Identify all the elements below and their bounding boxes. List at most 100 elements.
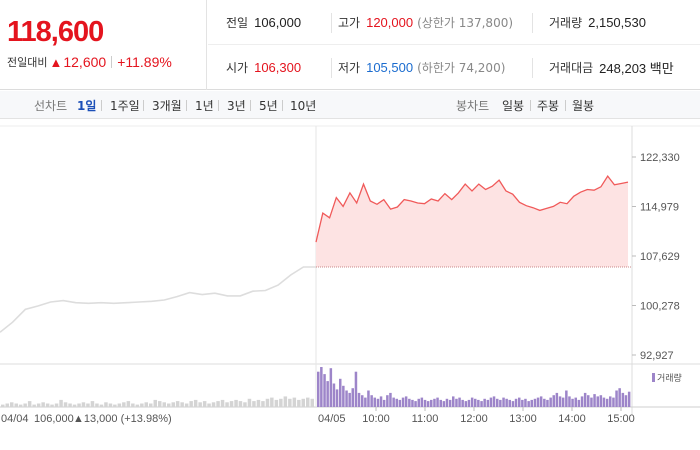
stat-label: 시가 [226,61,249,75]
stat-label: 저가 [338,61,361,75]
volume-bar [198,402,202,407]
divider [532,58,533,78]
y-tick-label: 114,979 [640,202,679,214]
divider [530,100,531,111]
volume-bar [216,401,220,407]
stat-label: 거래량 [549,16,583,30]
volume-bar [502,397,505,407]
prev-day-change-label: ▲13,000 (+13.98%) [73,413,172,425]
volume-bar [411,399,414,407]
volume-bar [59,399,63,407]
y-tick-label: 92,927 [640,350,674,362]
volume-bar [72,404,77,407]
y-tick-label: 107,629 [640,251,680,263]
volume-bar [265,398,270,407]
volume-bar [552,395,555,407]
price-chart-svg: 122,330 114,979 107,629 100,278 92,927 거래량 04/… [0,125,700,425]
tab-10-years[interactable]: 10년 [290,99,317,113]
stat-label: 고가 [338,16,361,30]
tab-monthly-candle[interactable]: 월봉 [572,99,595,113]
tab-1-day[interactable]: 1일 [77,99,97,113]
volume-bar [345,390,348,407]
today-date-label: 04/05 [318,413,346,425]
volume-bar [167,403,171,407]
stat-low: 저가 105,500 (하한가 74,200) [338,45,505,90]
volume-bar [63,402,68,407]
volume-bar [288,398,292,407]
volume-bar [86,403,90,407]
change-percent: +11.89% [117,54,172,70]
tab-3-months[interactable]: 3개월 [152,99,182,113]
volume-bar [113,404,117,407]
volume-bar [171,402,175,407]
stats-row-2: 시가 106,300 저가 105,500 (하한가 74,200) 거래대금 … [208,45,700,90]
volume-bar [477,399,480,407]
volume-bar [189,401,193,407]
tab-5-years[interactable]: 5년 [259,99,278,113]
volume-bar [395,398,398,407]
volume-bar [615,390,618,407]
volume-bar [126,401,131,407]
volume-bar [364,397,367,407]
volume-bar [379,396,383,407]
tab-weekly-candle[interactable]: 주봉 [537,99,560,113]
volume-bar [175,401,180,407]
volume-bar [297,399,301,407]
tab-1-week[interactable]: 1주일 [110,99,140,113]
volume-bar [104,402,108,407]
candle-chart-title: 봉차트 [456,99,490,113]
volume-bar [370,395,373,407]
volume-bar [602,397,606,407]
volume-bar [398,399,402,407]
volume-bar [229,401,234,407]
volume-bar [117,403,122,407]
volume-bar [261,401,265,407]
volume-bar [184,403,189,407]
stat-open: 시가 106,300 [226,45,301,90]
price-chart[interactable]: 122,330 114,979 107,629 100,278 92,927 거래량 04/… [0,120,700,450]
volume-bar [329,368,333,407]
volume-bar [373,397,376,407]
volume-bar [382,399,386,407]
tab-1-year[interactable]: 1년 [195,99,214,113]
stat-label: 전일 [226,16,249,30]
volume-bar [467,399,471,407]
volume-bar [158,401,162,407]
volume-bar [135,404,140,407]
volume-bar [252,401,256,407]
prev-day-price-line [0,266,316,333]
line-chart-title: 선차트 [34,99,68,113]
volume-bar [524,398,527,407]
stat-label: 거래대금 [549,61,594,75]
volume-bar [452,396,455,407]
volume-bar [574,397,577,407]
volume-bar [320,367,323,407]
stat-value: 105,500 [366,60,414,75]
volume-bar [511,401,515,407]
volume-bar [27,401,32,407]
volume-bar [279,398,283,407]
x-tick-label: 11:00 [412,413,439,425]
volume-bar [18,404,23,407]
stat-high: 고가 120,000 (상한가 137,800) [338,0,513,45]
divider [532,13,533,33]
volume-bar [81,402,86,407]
volume-legend-swatch [652,373,655,382]
volume-bar [361,395,364,407]
volume-bar [99,404,104,407]
volume-bar [193,399,198,407]
x-tick-label: 10:00 [362,413,390,425]
stats-panel: 전일 106,000 고가 120,000 (상한가 137,800) 거래량 … [208,0,700,90]
volume-bar [489,397,493,407]
volume-bar [95,403,99,407]
divider [331,13,332,33]
volume-bar [521,399,524,407]
stat-prev-close: 전일 106,000 [226,0,301,45]
volume-bar [470,397,474,407]
volume-bar [583,392,587,407]
today-price-line [315,174,629,243]
volume-bar [464,401,468,407]
tab-3-years[interactable]: 3년 [227,99,246,113]
volume-bar [389,392,392,407]
tab-daily-candle[interactable]: 일봉 [502,99,525,113]
